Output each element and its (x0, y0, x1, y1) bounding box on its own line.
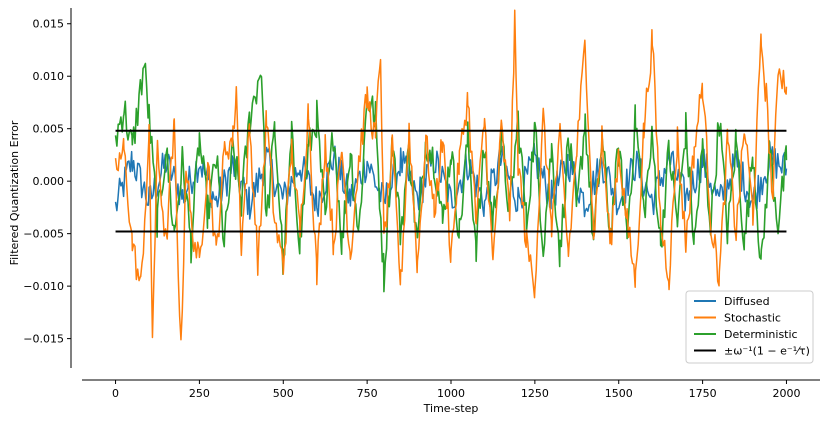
y-tick-label: −0.005 (23, 228, 64, 241)
y-tick-label: −0.010 (23, 280, 64, 293)
legend-frame (685, 290, 814, 364)
x-tick-label: 750 (357, 387, 378, 400)
x-tick-label: 250 (189, 387, 210, 400)
y-tick-label: 0.015 (33, 18, 65, 31)
legend-items: Diffused Stochastic Deterministic ±ω⁻¹(1 − … (694, 295, 810, 358)
y-tick-label: 0.005 (33, 123, 65, 136)
series-line-stochastic (114, 9, 788, 341)
y-ticks: −0.015 −0.010 −0.005 0.000 0.005 0.010 0.015 (23, 18, 71, 346)
legend-label: ±ω⁻¹(1 − e⁻¹⁄τ) (724, 345, 810, 358)
x-tick-label: 1000 (437, 387, 465, 400)
plot-lines (114, 9, 788, 341)
x-tick-label: 1500 (605, 387, 633, 400)
x-tick-label: 2000 (772, 387, 800, 400)
y-tick-label: 0.010 (33, 70, 65, 83)
x-tick-label: 1750 (689, 387, 717, 400)
x-ticks: 0 250 500 750 1000 1250 1500 1750 2000 (112, 380, 800, 400)
legend-label: Deterministic (724, 328, 798, 341)
x-tick-label: 0 (112, 387, 119, 400)
x-tick-label: 1250 (521, 387, 549, 400)
y-axis-title: Filtered Quantization Error (8, 120, 21, 265)
legend: Diffused Stochastic Deterministic ±ω⁻¹(1 − … (685, 290, 814, 364)
series-line-deterministic (114, 62, 788, 293)
legend-label: Stochastic (724, 312, 781, 325)
y-tick-label: 0.000 (33, 175, 65, 188)
series-line-diffused (114, 141, 788, 220)
x-tick-label: 500 (273, 387, 294, 400)
x-axis-title: Time-step (423, 402, 479, 415)
y-tick-label: −0.015 (23, 333, 64, 346)
legend-label: Diffused (724, 295, 770, 308)
